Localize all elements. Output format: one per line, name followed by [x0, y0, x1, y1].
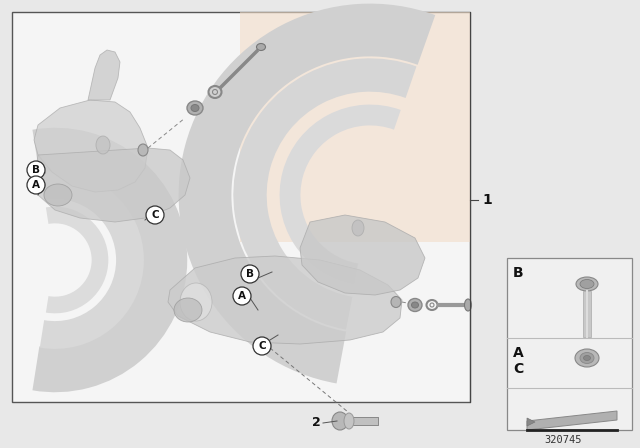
Ellipse shape	[465, 299, 472, 311]
Ellipse shape	[352, 220, 364, 236]
Ellipse shape	[344, 413, 354, 429]
Polygon shape	[34, 100, 148, 192]
Ellipse shape	[580, 353, 594, 363]
Text: B: B	[513, 266, 524, 280]
Text: B: B	[32, 165, 40, 175]
Ellipse shape	[576, 277, 598, 291]
Ellipse shape	[332, 412, 348, 430]
Bar	[12, 12, 470, 402]
Circle shape	[241, 265, 259, 283]
Circle shape	[27, 176, 45, 194]
Text: 1: 1	[482, 193, 492, 207]
Ellipse shape	[187, 101, 203, 115]
Ellipse shape	[174, 298, 202, 322]
Ellipse shape	[412, 302, 419, 308]
Bar	[240, 12, 470, 242]
Text: 320745: 320745	[544, 435, 582, 445]
Polygon shape	[300, 215, 425, 295]
Text: A: A	[513, 346, 524, 360]
Circle shape	[253, 337, 271, 355]
Polygon shape	[527, 411, 617, 430]
Polygon shape	[35, 148, 190, 222]
Text: A: A	[32, 180, 40, 190]
Ellipse shape	[96, 136, 110, 154]
Bar	[507, 258, 632, 430]
Ellipse shape	[408, 298, 422, 311]
Text: C: C	[513, 362, 524, 376]
Text: 2: 2	[312, 417, 321, 430]
Polygon shape	[527, 418, 535, 426]
Polygon shape	[168, 256, 402, 344]
Polygon shape	[88, 50, 120, 100]
Text: B: B	[246, 269, 254, 279]
Text: C: C	[258, 341, 266, 351]
Bar	[583, 291, 591, 337]
Ellipse shape	[257, 43, 266, 51]
Circle shape	[146, 206, 164, 224]
Text: C: C	[151, 210, 159, 220]
Text: A: A	[238, 291, 246, 301]
Circle shape	[27, 161, 45, 179]
Ellipse shape	[138, 144, 148, 156]
Ellipse shape	[580, 280, 594, 289]
Circle shape	[233, 287, 251, 305]
Ellipse shape	[191, 104, 199, 112]
Ellipse shape	[391, 297, 401, 307]
Ellipse shape	[584, 356, 591, 361]
Ellipse shape	[180, 283, 212, 321]
Ellipse shape	[575, 349, 599, 367]
Bar	[340, 417, 378, 425]
Ellipse shape	[44, 184, 72, 206]
